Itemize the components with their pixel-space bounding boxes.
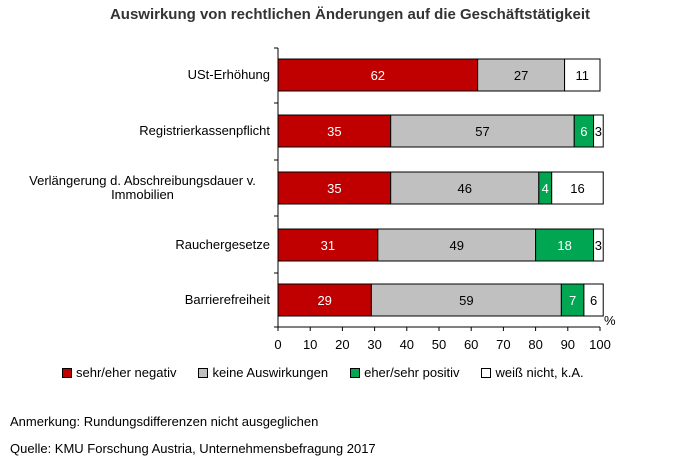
legend-item: eher/sehr positiv [350,365,459,380]
x-tick-label: 50 [432,337,446,352]
x-tick-label: 30 [367,337,381,352]
data-label: 4 [542,181,549,196]
data-label: 35 [327,124,341,139]
bar-segment [535,228,595,262]
bar-segment [593,228,604,262]
x-tick-label: 10 [303,337,317,352]
x-tick-label: 60 [464,337,478,352]
data-label: 3 [595,124,602,139]
x-tick-label: 40 [400,337,414,352]
legend-swatch [198,367,209,378]
data-label: 29 [317,293,331,308]
legend-item: sehr/eher negativ [62,365,176,380]
legend: sehr/eher negativ keine Auswirkungen eher/… [62,365,584,380]
category-label: Rauchergesetze [175,237,270,252]
legend-swatch [350,367,361,378]
x-tick-label: 100 [589,337,611,352]
source-note: Quelle: KMU Forschung Austria, Unternehm… [10,441,376,456]
category-label: USt-Erhöhung [187,67,270,82]
category-label: Barrierefreiheit [184,292,270,307]
legend-label: eher/sehr positiv [364,365,460,380]
category-label: Verlängerung d. Abschreibungsdauer v. Im… [29,173,256,202]
data-label: 3 [595,238,602,253]
x-tick-label: 70 [496,337,510,352]
data-label: 62 [371,68,385,83]
data-label: 11 [576,68,590,83]
bar-segment [370,283,562,317]
data-label: 46 [458,181,472,196]
data-label: 59 [459,293,473,308]
data-label: 49 [449,238,463,253]
bar-segment [551,171,604,205]
chart-title: Auswirkung von rechtlichen Änderungen au… [109,6,591,23]
legend-label: weiß nicht, k.A. [495,365,584,380]
remark-note: Anmerkung: Rundungsdifferenzen nicht aus… [10,414,319,429]
data-label: 7 [569,293,576,308]
legend-swatch [481,367,492,378]
x-tick-label: 20 [335,337,349,352]
legend-item: weiß nicht, k.A. [481,365,584,380]
legend-label: sehr/eher negativ [76,365,177,380]
data-label: 27 [514,68,528,83]
bar-segment [583,283,604,317]
bar-segment [390,171,540,205]
bar-segment [390,114,575,148]
bar-segment [593,114,604,148]
data-label: 18 [557,238,571,253]
x-unit-label: % [604,313,616,328]
data-label: 16 [570,181,584,196]
data-label: 35 [327,181,341,196]
legend-label: keine Auswirkungen [212,365,329,380]
bar-segment [564,58,601,92]
data-label: 6 [580,124,587,139]
x-tick-label: 0 [274,337,281,352]
bar-segment [277,283,372,317]
data-label: 57 [475,124,489,139]
bar-segment [277,171,392,205]
bar-segment [377,228,537,262]
x-tick-label: 90 [561,337,575,352]
category-label: Registrierkassenpflicht [139,123,270,138]
legend-item: keine Auswirkungen [198,365,328,380]
bar-segment [277,228,379,262]
data-label: 31 [321,238,335,253]
x-tick-label: 80 [528,337,542,352]
data-label: 6 [590,293,597,308]
legend-swatch [62,367,72,378]
